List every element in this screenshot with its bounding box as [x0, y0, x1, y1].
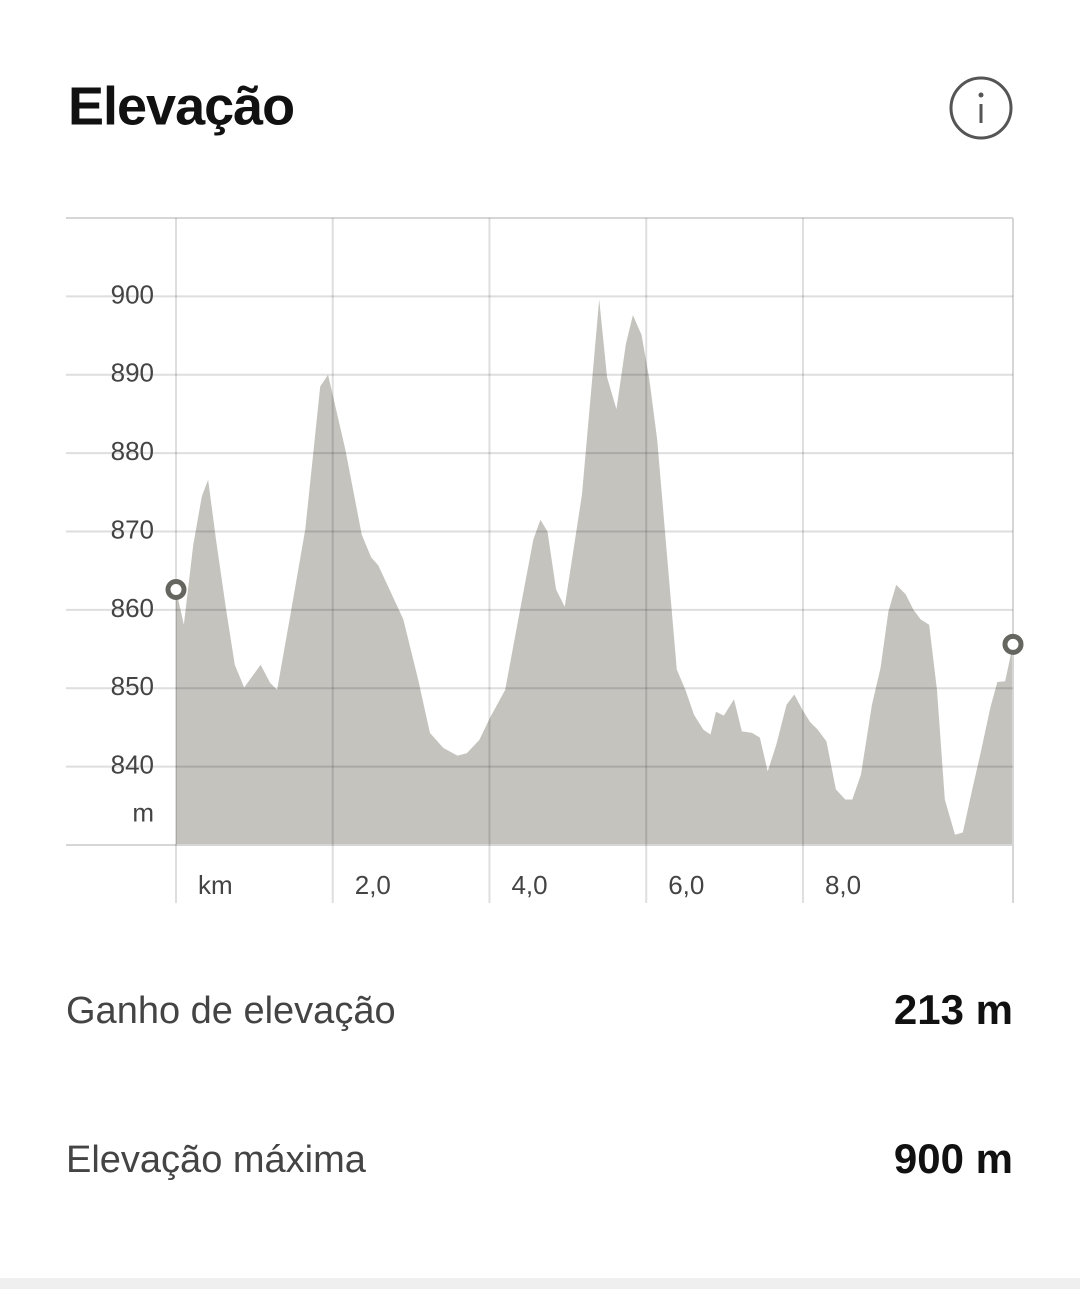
stat-label: Ganho de elevação: [66, 990, 396, 1032]
end-marker: [1002, 633, 1024, 655]
x-tick-label: 8,0: [825, 870, 861, 900]
info-dot: [978, 92, 984, 98]
y-tick-label: 850: [111, 671, 154, 701]
x-tick-label: 2,0: [355, 870, 391, 900]
x-tick-label: km: [198, 870, 233, 900]
bottom-divider: [0, 1278, 1080, 1289]
start-marker: [165, 578, 187, 600]
info-icon[interactable]: [949, 76, 1013, 140]
y-tick-label: 880: [111, 436, 154, 466]
elevation-area: [176, 299, 1013, 845]
title: Elevação: [68, 76, 294, 136]
y-unit: m: [132, 798, 154, 828]
stat-label: Elevação máxima: [66, 1139, 367, 1181]
y-tick-label: 900: [111, 279, 154, 309]
x-tick-label: 6,0: [668, 870, 704, 900]
x-tick-label: 4,0: [511, 870, 547, 900]
y-tick-label: 840: [111, 750, 154, 780]
y-tick-label: 890: [111, 358, 154, 388]
info-button[interactable]: [949, 76, 1013, 140]
y-tick-label: 870: [111, 514, 154, 544]
stat-value: 900 m: [894, 1135, 1013, 1182]
y-tick-label: 860: [111, 593, 154, 623]
stat-value: 213 m: [894, 986, 1013, 1033]
